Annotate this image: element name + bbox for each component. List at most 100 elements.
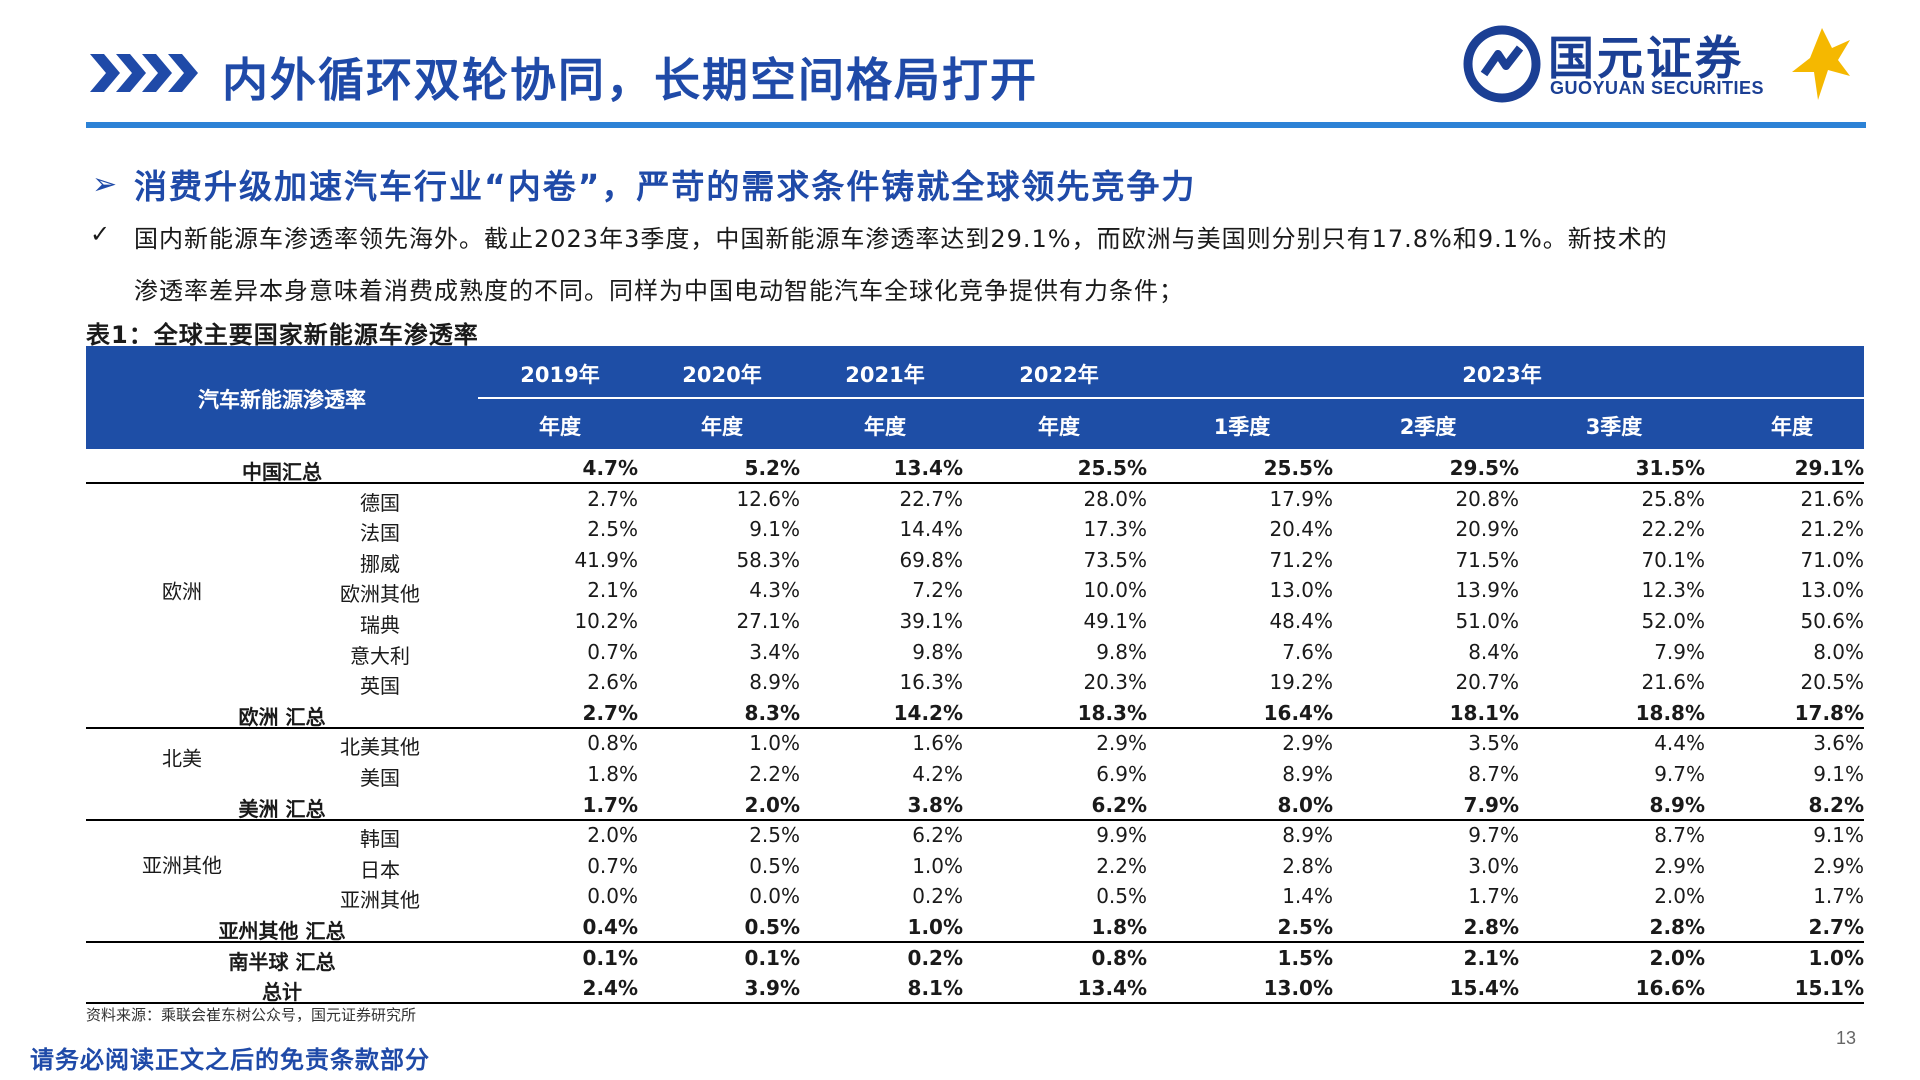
- row-value: 1.0%: [907, 915, 963, 939]
- source-note: 资料来源：乘联会崔东树公众号，国元证券研究所: [86, 1006, 417, 1024]
- row-value: 2.2%: [1096, 853, 1147, 878]
- row-value: 4.3%: [749, 578, 800, 603]
- header-period: 年度: [701, 415, 743, 439]
- row-label: 总计: [262, 980, 302, 1005]
- row-value: 2.0%: [744, 792, 800, 817]
- table-rule: [86, 482, 1864, 484]
- row-label: 亚州其他 汇总: [218, 919, 346, 943]
- row-label: 美国: [360, 766, 400, 790]
- row-value: 70.1%: [1641, 547, 1705, 572]
- row-value: 13.0%: [1263, 976, 1333, 1001]
- company-logo: 国元证券 GUOYUAN SECURITIES: [1462, 18, 1852, 113]
- row-value: 0.0%: [749, 884, 800, 909]
- subtitle: 消费升级加速汽车行业“内卷”，严苛的需求条件铸就全球领先竞争力: [134, 167, 1197, 206]
- row-value: 0.0%: [587, 884, 638, 909]
- row-label: 北美其他: [340, 735, 420, 760]
- row-value: 27.1%: [736, 609, 800, 633]
- row-value: 0.5%: [744, 915, 800, 939]
- header-year-2023: 2023年: [1462, 363, 1542, 387]
- row-value: 0.4%: [582, 915, 638, 939]
- paragraph-line-2: 渗透率差异本身意味着消费成熟度的不同。同样为中国电动智能汽车全球化竞争提供有力条…: [134, 277, 1184, 305]
- row-value: 14.2%: [893, 700, 963, 725]
- row-value: 58.3%: [736, 547, 800, 572]
- row-value: 15.1%: [1794, 976, 1864, 1001]
- row-value: 71.2%: [1269, 547, 1333, 572]
- row-value: 8.9%: [749, 670, 800, 695]
- row-value: 2.0%: [1654, 884, 1705, 909]
- row-value: 18.3%: [1077, 700, 1147, 725]
- row-value: 71.5%: [1455, 547, 1519, 572]
- row-value: 0.7%: [587, 639, 638, 664]
- row-label: 亚洲其他: [340, 888, 420, 913]
- row-value: 71.0%: [1800, 547, 1864, 572]
- row-value: 1.7%: [1813, 884, 1864, 909]
- row-label: 欧洲其他: [340, 582, 420, 607]
- table-row: 韩国 2.0% 2.5% 6.2% 9.9% 8.9% 9.7% 8.7% 9.1%: [86, 821, 1864, 851]
- row-value: 8.2%: [1808, 792, 1864, 817]
- logo-text-cn: 国元证券: [1548, 31, 1744, 85]
- row-value: 1.0%: [1808, 945, 1864, 970]
- row-value: 21.2%: [1800, 517, 1864, 542]
- header-period: 年度: [864, 415, 906, 439]
- subtitle-arrow-icon: ➢: [92, 167, 118, 202]
- logo-text-en: GUOYUAN SECURITIES: [1550, 78, 1765, 98]
- row-value: 9.8%: [1096, 639, 1147, 664]
- row-value: 4.4%: [1654, 731, 1705, 756]
- row-value: 6.9%: [1096, 762, 1147, 786]
- row-label: 德国: [360, 490, 400, 515]
- row-value: 18.8%: [1635, 700, 1705, 725]
- row-value: 1.8%: [1091, 915, 1147, 939]
- row-value: 2.7%: [587, 486, 638, 511]
- row-label: 英国: [360, 674, 400, 699]
- table-row: 英国 2.6% 8.9% 16.3% 20.3% 19.2% 20.7% 21.6% 20.5%: [86, 668, 1864, 698]
- row-value: 2.9%: [1813, 853, 1864, 878]
- header-rule: [86, 122, 1866, 128]
- table-bottom-rule: [86, 1002, 1864, 1004]
- table-row: 亚州其他 汇总 0.4% 0.5% 1.0% 1.8% 2.5% 2.8% 2.8% 2.7%: [86, 913, 1864, 943]
- region-label-north-america: 北美: [162, 746, 202, 771]
- row-label: 挪威: [360, 551, 400, 576]
- page-number: 13: [1836, 1028, 1857, 1048]
- row-value: 9.1%: [1813, 762, 1864, 786]
- row-value: 8.9%: [1282, 823, 1333, 848]
- row-value: 3.5%: [1468, 731, 1519, 756]
- row-value: 8.4%: [1468, 639, 1519, 664]
- row-value: 73.5%: [1083, 547, 1147, 572]
- row-value: 13.0%: [1800, 578, 1864, 603]
- header-year-2019: 2019年: [520, 363, 600, 387]
- row-value: 8.7%: [1468, 762, 1519, 786]
- checkmark-icon: ✓: [90, 220, 111, 248]
- disclaimer: 请务必阅读正文之后的免责条款部分: [30, 1046, 430, 1074]
- row-label: 韩国: [360, 827, 400, 852]
- table-row: 瑞典 10.2% 27.1% 39.1% 49.1% 48.4% 51.0% 52.0% 50.…: [86, 607, 1864, 637]
- table-row: 亚洲其他 0.0% 0.0% 0.2% 0.5% 1.4% 1.7% 2.0% 1.7%: [86, 882, 1864, 912]
- row-value: 21.6%: [1800, 486, 1864, 511]
- row-value: 39.1%: [899, 609, 963, 633]
- row-value: 48.4%: [1269, 609, 1333, 633]
- row-value: 0.1%: [744, 945, 800, 970]
- row-value: 2.4%: [582, 976, 638, 1001]
- row-value: 0.1%: [582, 945, 638, 970]
- row-value: 0.7%: [587, 853, 638, 878]
- row-value: 2.8%: [1282, 853, 1333, 878]
- row-value: 1.7%: [1468, 884, 1519, 909]
- row-value: 3.4%: [749, 639, 800, 664]
- row-value: 3.9%: [744, 976, 800, 1001]
- row-value: 2.7%: [582, 700, 638, 725]
- table-row: 日本 0.7% 0.5% 1.0% 2.2% 2.8% 3.0% 2.9% 2.9%: [86, 852, 1864, 882]
- row-value: 50.6%: [1800, 609, 1864, 633]
- row-value: 2.8%: [1463, 915, 1519, 939]
- region-label-asia-other: 亚洲其他: [142, 853, 222, 878]
- row-value: 20.8%: [1455, 486, 1519, 511]
- row-value: 0.8%: [1091, 945, 1147, 970]
- table-row: 法国 2.5% 9.1% 14.4% 17.3% 20.4% 20.9% 22.2% 21.2%: [86, 515, 1864, 545]
- header-period: 1季度: [1213, 415, 1271, 439]
- row-value: 1.6%: [912, 731, 963, 756]
- row-label: 瑞典: [360, 613, 400, 637]
- header-year-2021: 2021年: [845, 363, 925, 387]
- table-row: 中国汇总 4.7% 5.2% 13.4% 25.5% 25.5% 29.5% 31.5% 29.…: [86, 454, 1864, 484]
- header-period: 年度: [539, 415, 581, 439]
- header-period: 年度: [1771, 415, 1813, 439]
- row-value: 16.4%: [1263, 700, 1333, 725]
- row-value: 31.5%: [1635, 456, 1705, 480]
